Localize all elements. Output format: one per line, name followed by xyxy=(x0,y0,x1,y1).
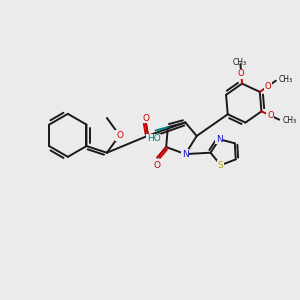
Text: O: O xyxy=(265,82,271,91)
Text: O: O xyxy=(267,111,274,120)
Text: O: O xyxy=(238,69,244,78)
Text: N: N xyxy=(182,150,189,159)
Text: O: O xyxy=(142,114,149,123)
Text: CH₃: CH₃ xyxy=(279,75,293,84)
Text: CH₃: CH₃ xyxy=(233,58,247,67)
Text: O: O xyxy=(154,161,161,170)
Text: O: O xyxy=(116,131,123,140)
Text: CH₃: CH₃ xyxy=(283,116,297,125)
Text: N: N xyxy=(216,135,223,144)
Text: HO: HO xyxy=(147,134,160,143)
Text: S: S xyxy=(218,161,224,170)
